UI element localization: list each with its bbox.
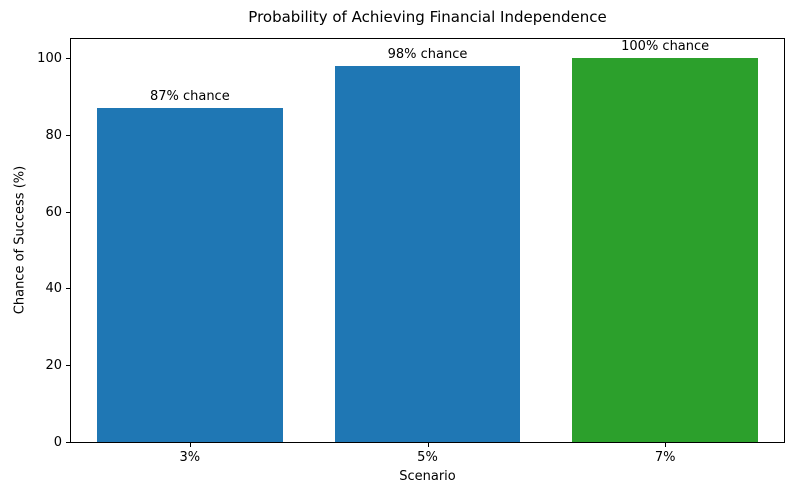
y-tick-label: 0 bbox=[53, 435, 62, 450]
y-tick-mark bbox=[66, 288, 70, 290]
x-tick-mark bbox=[427, 443, 429, 447]
bar-value-label: 98% chance bbox=[387, 46, 468, 62]
x-tick-label: 7% bbox=[654, 450, 676, 465]
y-tick-label: 40 bbox=[45, 281, 62, 297]
bar-value-label: 100% chance bbox=[621, 39, 710, 55]
y-tick-mark bbox=[66, 365, 70, 367]
y-tick-label: 100 bbox=[37, 51, 62, 67]
bar-5% bbox=[334, 65, 521, 442]
y-tick-mark bbox=[66, 211, 70, 213]
y-tick-mark bbox=[66, 58, 70, 60]
bar-value-label: 87% chance bbox=[149, 89, 230, 105]
y-tick-label: 80 bbox=[45, 127, 62, 143]
x-tick-mark bbox=[189, 443, 191, 447]
y-tick-mark bbox=[66, 134, 70, 136]
bar-3% bbox=[97, 108, 283, 442]
bar-7% bbox=[572, 58, 758, 442]
x-axis-label: Scenario bbox=[399, 469, 456, 484]
x-tick-label: 5% bbox=[417, 450, 438, 465]
y-tick-label: 60 bbox=[45, 204, 62, 220]
x-tick-label: 3% bbox=[179, 450, 201, 465]
y-tick-label: 20 bbox=[45, 358, 62, 374]
chart-title: Probability of Achieving Financial Indep… bbox=[248, 8, 607, 26]
x-tick-mark bbox=[665, 443, 667, 447]
plot-area: 87% chance 98% chance 100% chance bbox=[70, 38, 785, 443]
y-tick-mark bbox=[66, 442, 70, 443]
